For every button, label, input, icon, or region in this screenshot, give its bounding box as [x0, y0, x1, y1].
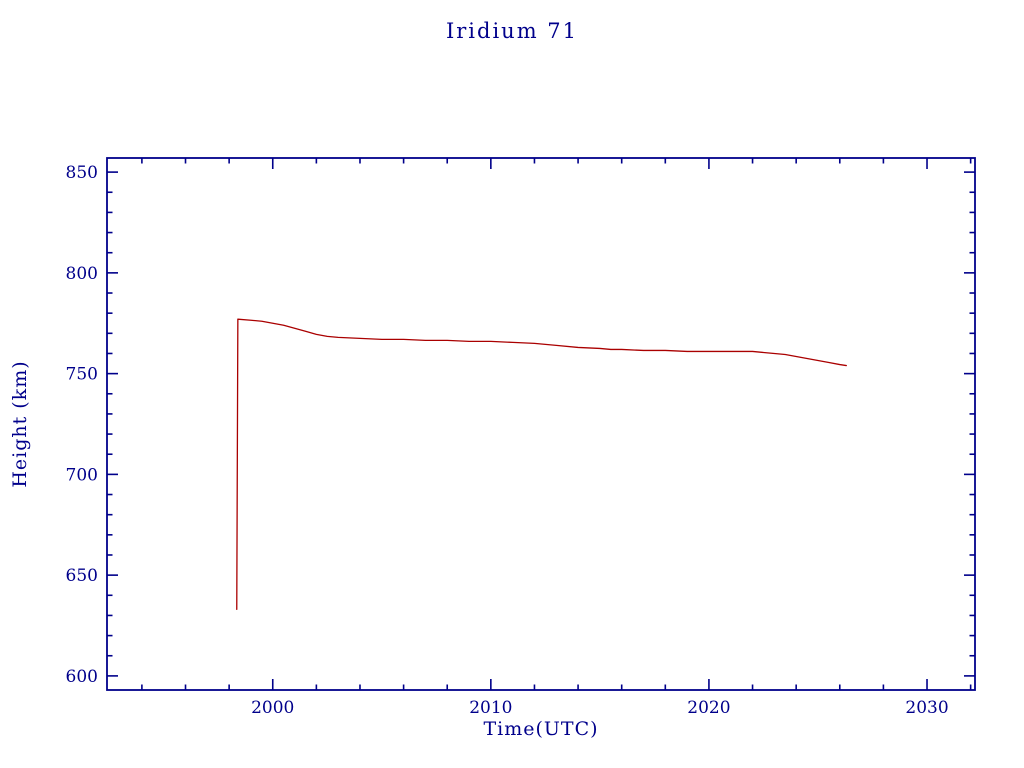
y-axis-label: Height (km)	[9, 360, 31, 488]
x-tick-label: 2020	[687, 698, 730, 718]
x-tick-label: 2010	[469, 698, 512, 718]
chart-title: Iridium 71	[445, 19, 579, 43]
plot-frame	[106, 157, 976, 691]
x-tick-label: 2000	[251, 698, 294, 718]
x-tick-label: 2030	[905, 698, 948, 718]
y-tick-label: 700	[66, 465, 98, 485]
y-tick-label: 800	[66, 264, 98, 284]
x-axis-label: Time(UTC)	[483, 718, 599, 740]
series-line-height	[236, 318, 847, 611]
y-tick-label: 600	[66, 667, 98, 687]
y-tick-label: 750	[66, 365, 98, 385]
y-tick-label: 650	[66, 566, 98, 586]
y-tick-label: 850	[66, 163, 98, 183]
